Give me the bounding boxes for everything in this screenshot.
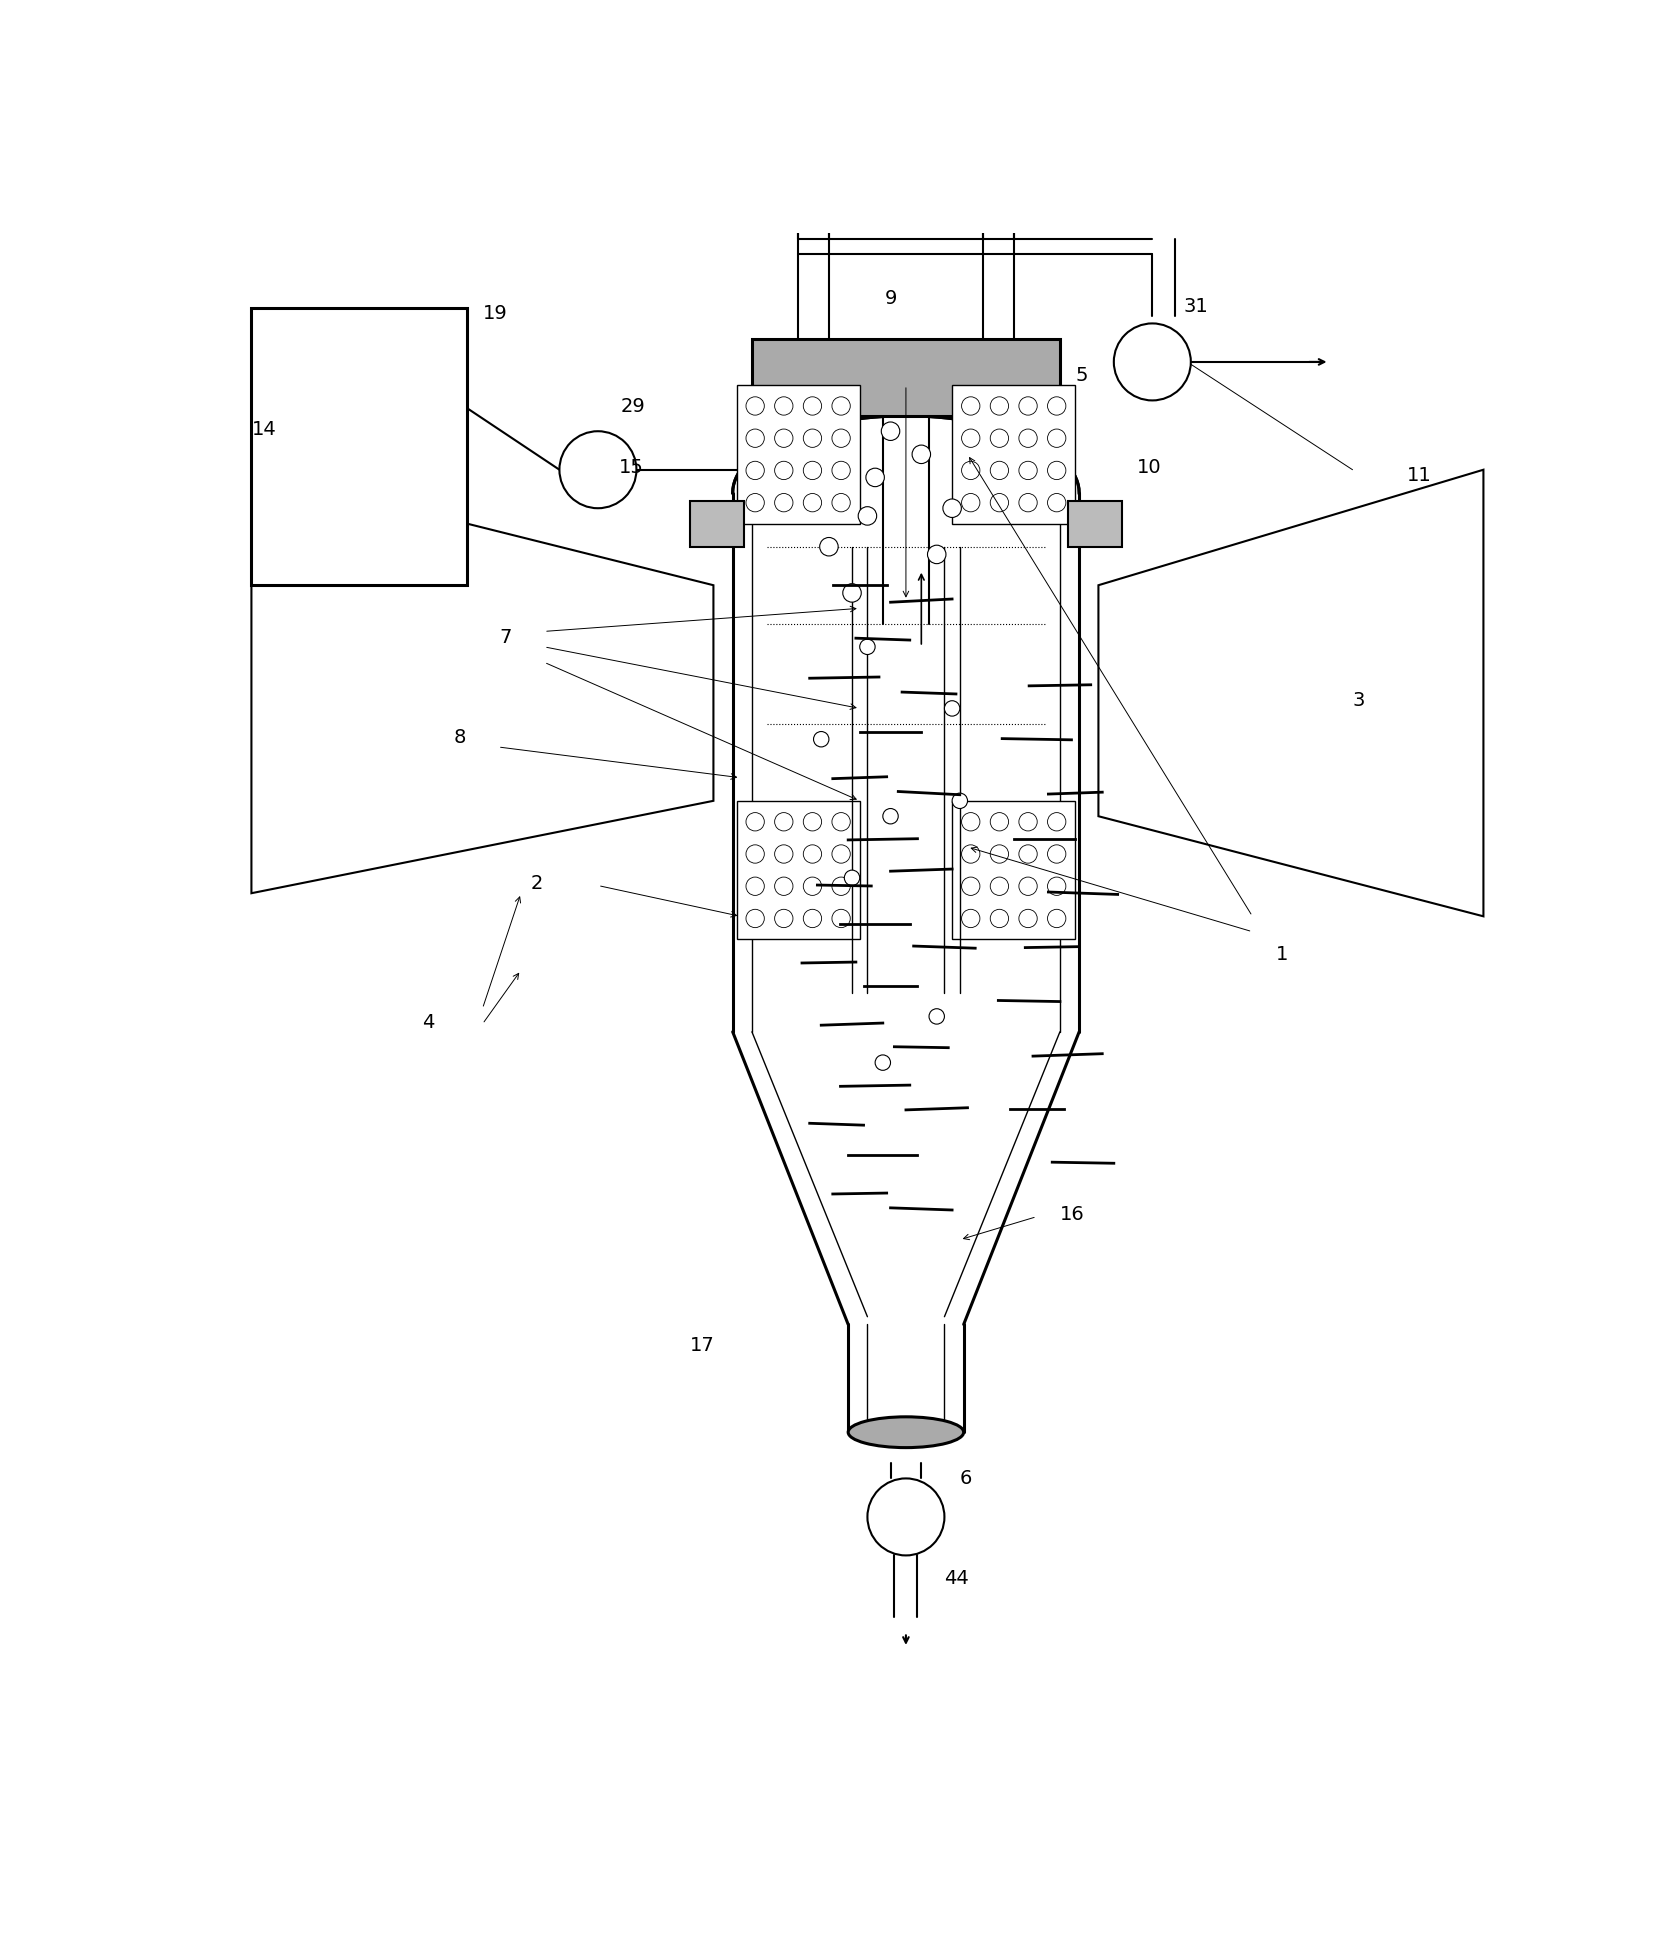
Text: 17: 17: [690, 1335, 715, 1355]
Bar: [690, 500, 745, 547]
Circle shape: [944, 498, 962, 517]
Circle shape: [867, 1479, 945, 1556]
Text: 5: 5: [1075, 366, 1087, 386]
Circle shape: [845, 870, 860, 886]
Text: 4: 4: [423, 1014, 434, 1031]
Bar: [952, 386, 1075, 523]
Text: 8: 8: [453, 729, 466, 746]
Circle shape: [927, 545, 945, 564]
Text: 29: 29: [621, 397, 646, 417]
Polygon shape: [1099, 469, 1483, 917]
Text: 10: 10: [1137, 459, 1162, 477]
Text: 6: 6: [960, 1469, 972, 1488]
Circle shape: [860, 640, 875, 655]
Text: 14: 14: [252, 421, 276, 438]
Text: 16: 16: [1060, 1205, 1086, 1225]
Text: 11: 11: [1406, 467, 1431, 484]
Text: 9: 9: [885, 289, 897, 308]
Circle shape: [820, 537, 838, 556]
Text: 3: 3: [1353, 692, 1364, 709]
Bar: [736, 800, 860, 940]
Ellipse shape: [848, 1417, 964, 1448]
Circle shape: [912, 446, 930, 463]
Circle shape: [929, 1008, 945, 1023]
Circle shape: [843, 583, 862, 603]
Circle shape: [559, 432, 636, 508]
Circle shape: [952, 793, 967, 808]
Text: 31: 31: [1182, 297, 1207, 316]
Bar: [1067, 500, 1122, 547]
Bar: [252, 308, 468, 585]
Bar: [752, 339, 1060, 417]
Circle shape: [945, 702, 960, 717]
Circle shape: [882, 422, 900, 440]
Polygon shape: [252, 469, 713, 893]
Circle shape: [875, 1054, 890, 1070]
Text: 2: 2: [529, 874, 543, 893]
Text: 15: 15: [620, 459, 645, 477]
Bar: [952, 800, 1075, 940]
Text: 44: 44: [945, 1570, 969, 1587]
Polygon shape: [733, 417, 1079, 492]
Circle shape: [813, 731, 828, 746]
Circle shape: [883, 808, 898, 824]
Text: 7: 7: [499, 628, 511, 647]
Circle shape: [858, 506, 877, 525]
Circle shape: [865, 469, 885, 486]
Text: 1: 1: [1276, 946, 1288, 965]
Text: 19: 19: [483, 304, 508, 324]
Bar: [736, 386, 860, 523]
Circle shape: [1114, 324, 1191, 401]
